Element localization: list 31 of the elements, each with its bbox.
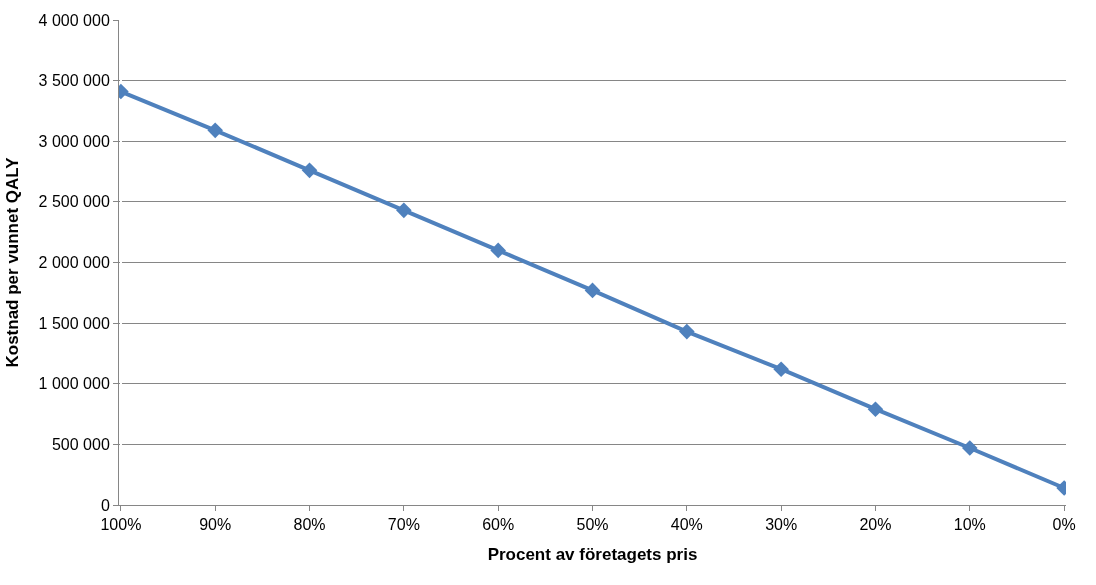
x-tick-label: 90% [199,516,232,534]
point [207,122,224,139]
point [679,323,695,340]
x-axis-title: Procent av företagets pris [487,544,698,564]
x-tick-label: 100% [100,516,142,534]
point [490,242,506,259]
y-tick-label: 2 000 000 [38,254,110,272]
x-tick-label: 20% [859,516,892,534]
point [867,401,884,418]
y-tick-label: 1 500 000 [38,314,110,332]
point [301,162,318,179]
point [584,282,601,299]
x-tick-label: 40% [670,516,703,534]
x-tick-label: 10% [953,516,986,534]
y-tick-label: 4 000 000 [38,11,110,29]
y-tick-label: 3 500 000 [38,72,110,90]
x-tick-label: 50% [576,516,609,534]
x-tick-label: 30% [765,516,798,534]
y-tick-label: 2 500 000 [38,193,110,211]
y-tick-label: 500 000 [51,435,110,453]
y-tick-label: 0 [100,496,110,514]
y-axis-title: Kostnad per vunnet QALY [3,156,23,368]
y-tick-label: 1 000 000 [38,375,110,393]
x-tick-label: 0% [1052,516,1076,534]
point [961,440,978,456]
point [396,202,412,219]
y-tick-label: 3 000 000 [38,132,110,150]
point [773,361,789,377]
x-tick-label: 80% [293,516,326,534]
x-tick-label: 60% [482,516,515,534]
x-tick-label: 70% [387,516,420,534]
